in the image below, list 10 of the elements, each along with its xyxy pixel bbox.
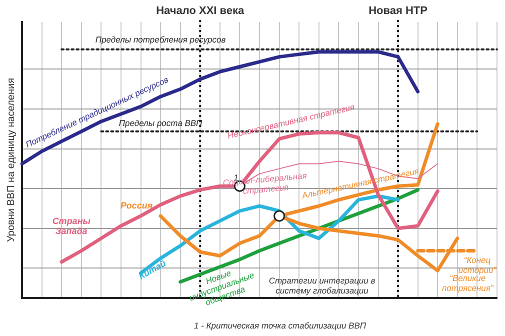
y-axis-title: Уровни ВВП на единицу населения (6, 78, 17, 242)
series-label: “Конец истории” (458, 255, 498, 276)
series-label: Россия (120, 200, 154, 210)
series-label: Пределы потребления ресурсов (95, 34, 226, 45)
series-label: “Великие потрясения” (442, 273, 494, 294)
annotation: Стратегии интеграции в систему глобализации (268, 275, 376, 296)
series-label: Страны Запада (52, 216, 91, 236)
text: 1 - Критическая точка стабилизации ВВП (194, 320, 367, 330)
x-tick-label: Новая НТР (368, 5, 428, 18)
x-tick-label: Начало XXI века (156, 5, 246, 18)
